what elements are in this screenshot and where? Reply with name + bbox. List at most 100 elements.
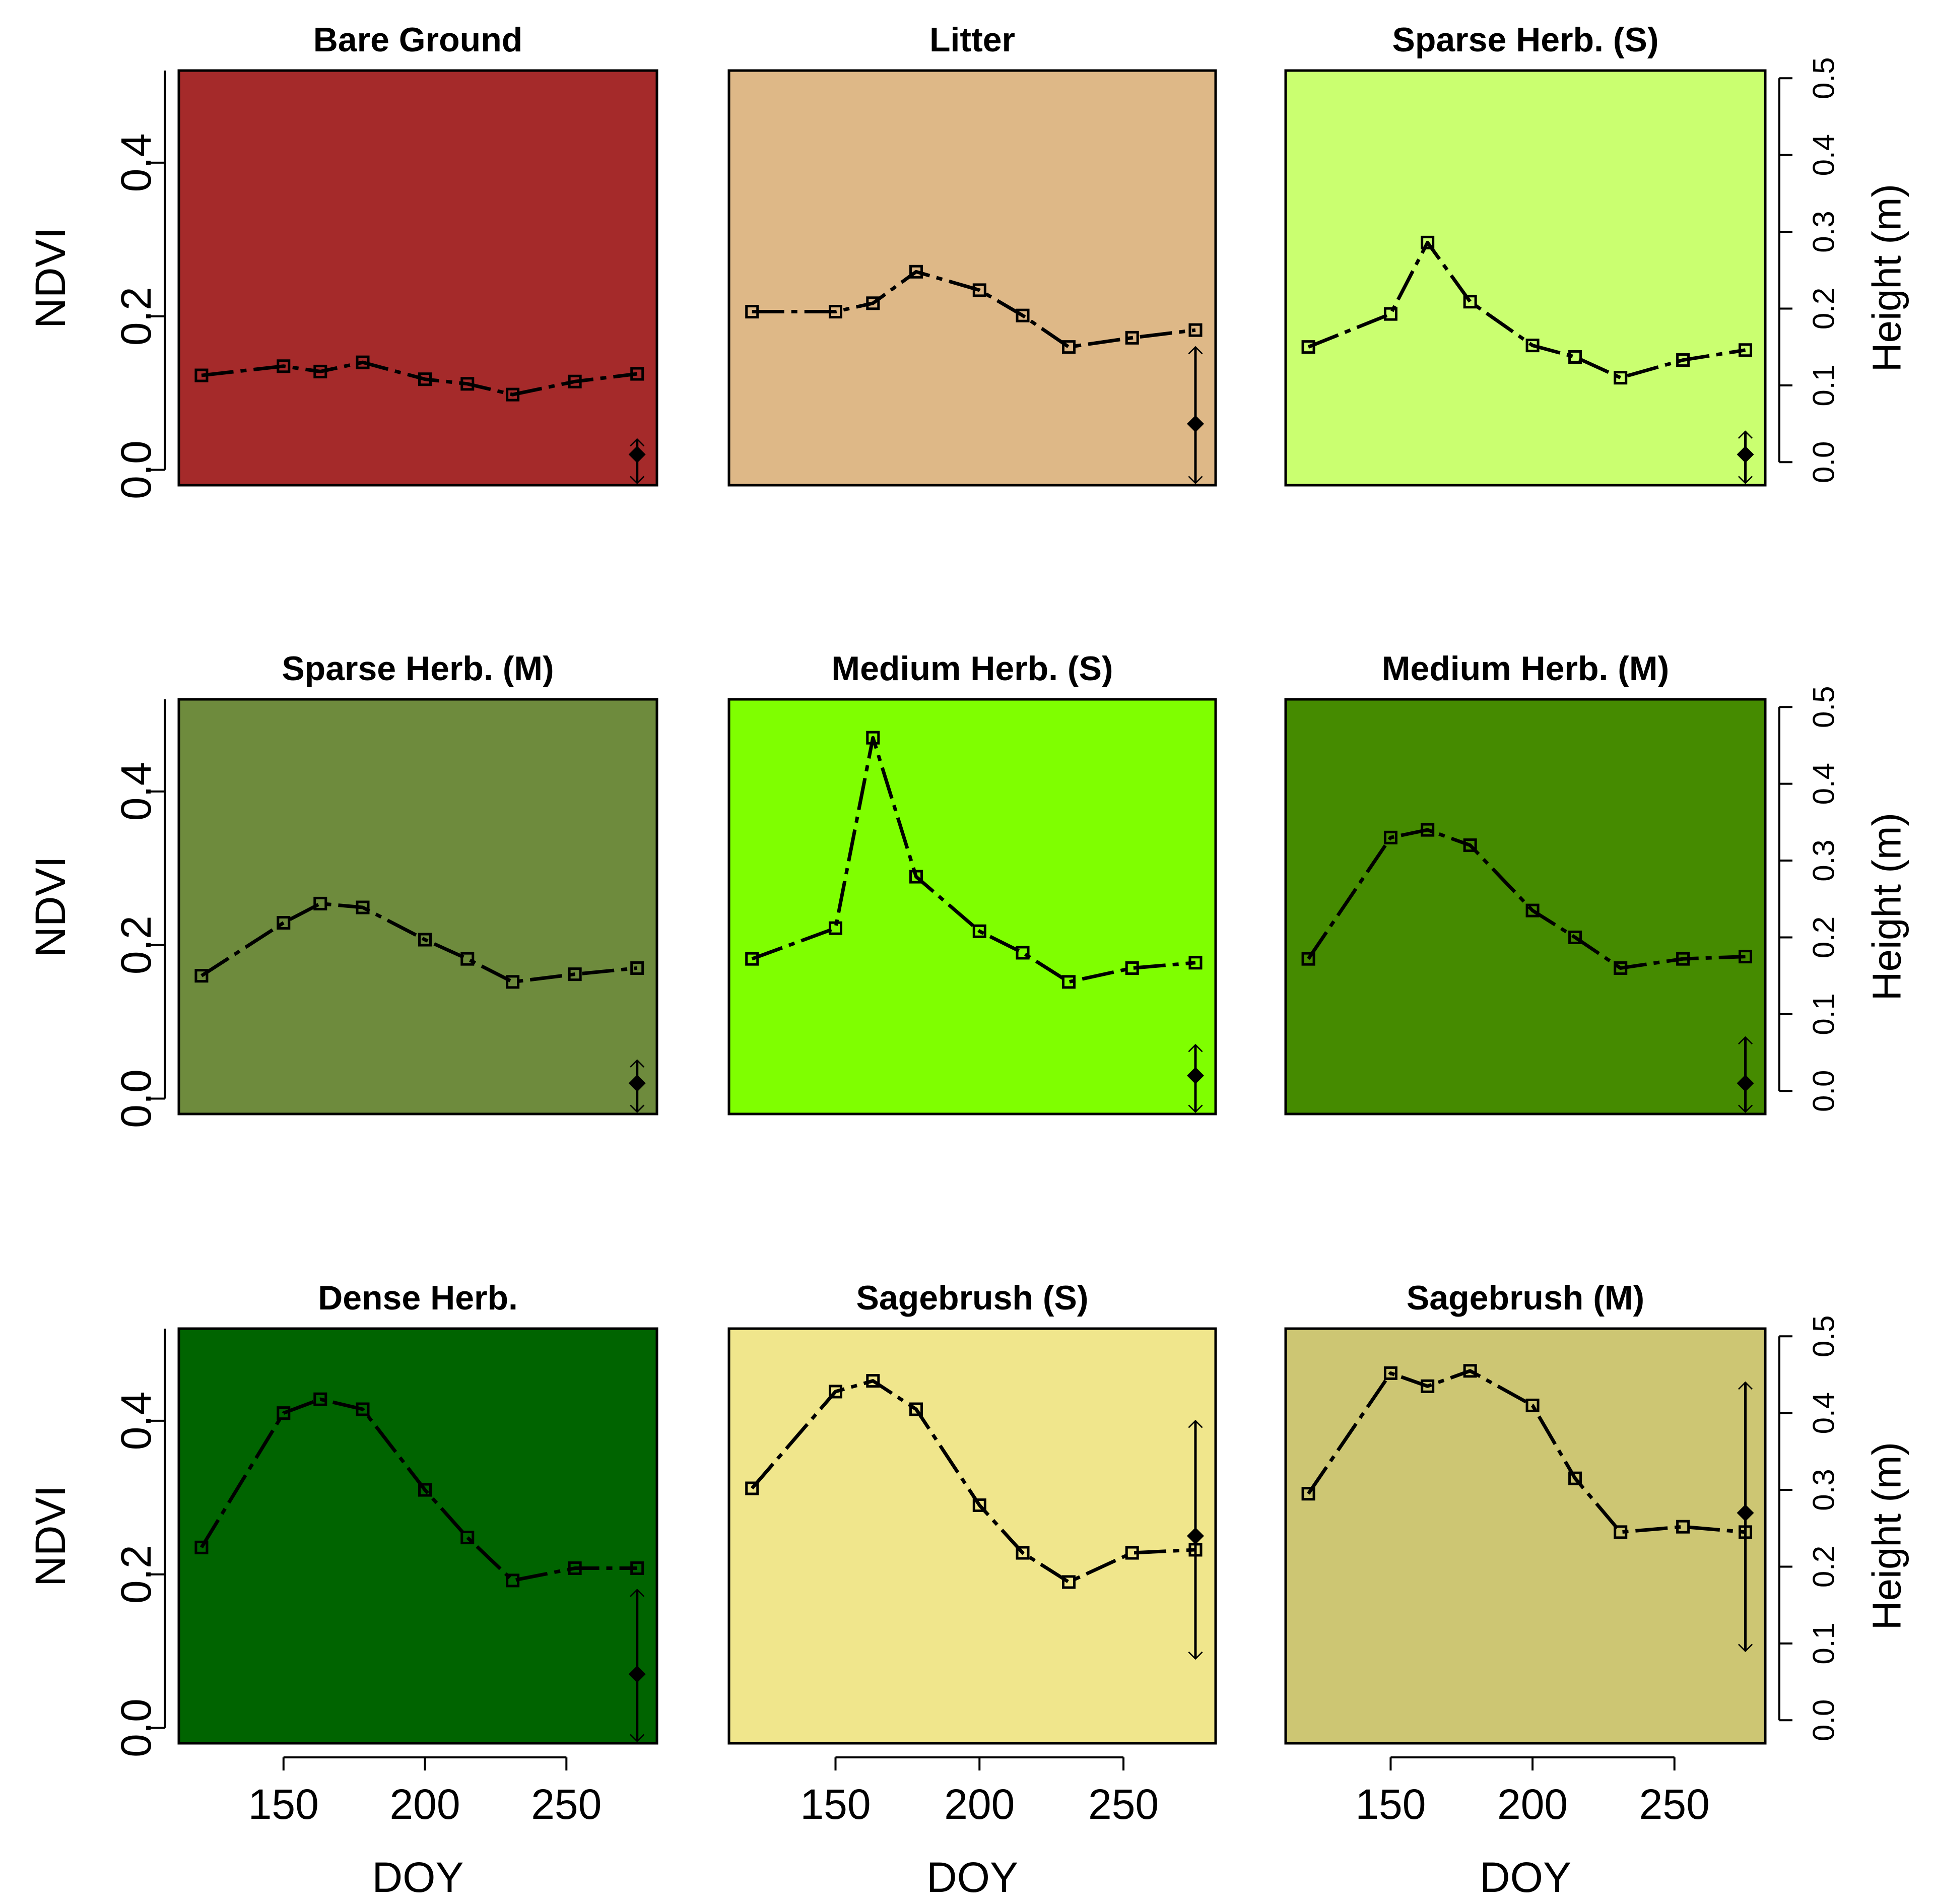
ndvi-point: [828, 921, 842, 935]
y-right-tick-label: 0.3: [1807, 211, 1841, 252]
ndvi-point: [418, 1483, 432, 1497]
x-tick-label: 200: [1497, 1781, 1568, 1828]
ndvi-point: [1061, 1575, 1076, 1589]
ndvi-point: [194, 1540, 209, 1554]
ndvi-point: [460, 1531, 475, 1545]
y-right-tick-label: 0.2: [1807, 288, 1841, 330]
height-mean-point: [1186, 1527, 1204, 1545]
ndvi-point: [1568, 1471, 1582, 1485]
y-right-tick-label: 0.0: [1807, 1070, 1841, 1112]
ndvi-point: [1676, 952, 1690, 966]
ndvi-point: [1125, 331, 1139, 345]
y-right-tick-label: 0.2: [1807, 1546, 1841, 1588]
ndvi-series-line: [751, 736, 1196, 984]
x-tick-label: 150: [800, 1781, 871, 1828]
ndvi-series-line: [1307, 240, 1746, 380]
ndvi-point: [1614, 961, 1628, 975]
panel-frame: [177, 1327, 658, 1745]
panel-frame: [1284, 69, 1767, 487]
panel-frame: [1284, 698, 1767, 1115]
panel-background: [179, 1329, 657, 1743]
ndvi-point: [972, 283, 986, 297]
ndvi-point: [1739, 950, 1753, 964]
panel-background: [729, 1329, 1216, 1743]
ndvi-point: [909, 265, 923, 279]
ndvi-point: [866, 731, 880, 745]
ndvi-point: [1463, 1364, 1477, 1378]
ndvi-point: [866, 296, 880, 310]
ndvi-point: [1463, 838, 1477, 852]
panel-frame: [727, 1327, 1217, 1745]
panel-frame: [1284, 1327, 1767, 1745]
ndvi-point: [194, 368, 209, 382]
ndvi-point: [1739, 343, 1753, 357]
ndvi-point: [828, 1385, 842, 1399]
y-tick-label: 0.2: [112, 915, 160, 974]
height-mean-point: [1737, 446, 1754, 464]
ndvi-point: [1301, 1487, 1315, 1501]
ndvi-point: [1676, 353, 1690, 367]
ndvi-point: [356, 1402, 370, 1416]
ndvi-point: [745, 1481, 759, 1495]
ndvi-point: [313, 896, 327, 910]
ndvi-point: [356, 355, 370, 369]
panel-dense-herb: Dense Herb. 0.0 0.2 0.4 NDVI 150 200 250 DOY: [27, 1279, 658, 1901]
y-tick-label: 0.4: [112, 762, 160, 821]
ndvi-point: [313, 1392, 327, 1406]
height-mean-point: [628, 446, 646, 464]
ndvi-point: [1016, 946, 1030, 960]
x-axis-title: DOY: [372, 1854, 463, 1901]
y-right-tick-label: 0.4: [1807, 763, 1841, 805]
x-tick-label: 250: [531, 1781, 602, 1828]
ndvi-point: [828, 305, 842, 319]
panel-title: Sagebrush (S): [856, 1279, 1089, 1317]
x-axis-title: DOY: [926, 1854, 1018, 1901]
y-right-tick-label: 0.1: [1807, 993, 1841, 1035]
ndvi-point: [1016, 308, 1030, 322]
y-right-tick-label: 0.5: [1807, 1316, 1841, 1357]
panel-title: Sparse Herb. (M): [282, 649, 554, 688]
y-axis-right-title: Height (m): [1864, 1442, 1909, 1630]
y-right-tick-label: 0.0: [1807, 1699, 1841, 1741]
panel-sparse-herb-s: Sparse Herb. (S) 0.0 0.1 0.2 0.3 0.4 0.5 Height…: [1284, 21, 1909, 487]
panel-background: [1286, 71, 1765, 485]
panel-title: Sagebrush (M): [1407, 1279, 1644, 1317]
ndvi-point: [1525, 339, 1540, 353]
ndvi-point: [630, 1561, 644, 1575]
panel-background: [1286, 1329, 1765, 1743]
ndvi-point: [356, 900, 370, 914]
y-right-tick-label: 0.2: [1807, 916, 1841, 958]
ndvi-point: [568, 1561, 582, 1575]
panel-frame: [727, 698, 1217, 1115]
y-axis-right-title: Height (m): [1864, 184, 1909, 372]
ndvi-point: [418, 372, 432, 386]
y-right-tick-label: 0.0: [1807, 441, 1841, 483]
y-axis-title: NDVI: [27, 1485, 74, 1587]
ndvi-point: [1125, 1546, 1139, 1560]
y-right-tick-label: 0.1: [1807, 1622, 1841, 1664]
ndvi-point: [909, 870, 923, 884]
ndvi-point: [630, 367, 644, 381]
ndvi-point: [972, 924, 986, 938]
x-tick-label: 200: [389, 1781, 460, 1828]
ndvi-point: [1016, 1546, 1030, 1560]
ndvi-point: [1568, 350, 1582, 364]
ndvi-point: [277, 1406, 291, 1420]
ndvi-point: [1061, 975, 1076, 989]
y-tick-label: 0.0: [112, 440, 160, 499]
y-right-tick-label: 0.3: [1807, 839, 1841, 881]
x-tick-label: 250: [1639, 1781, 1710, 1828]
height-mean-point: [1737, 1075, 1754, 1092]
ndvi-point: [1525, 903, 1540, 917]
ndvi-point: [1301, 952, 1315, 966]
ndvi-point: [313, 364, 327, 378]
height-mean-point: [1186, 1067, 1204, 1084]
panel-title: Medium Herb. (S): [831, 649, 1113, 688]
panel-frame: [177, 69, 658, 487]
panel-title: Dense Herb.: [318, 1279, 518, 1317]
y-tick-label: 0.0: [112, 1698, 160, 1757]
ndvi-point: [1614, 371, 1628, 385]
ndvi-point: [1188, 323, 1203, 337]
ndvi-point: [1568, 930, 1582, 944]
ndvi-point: [1383, 830, 1397, 844]
